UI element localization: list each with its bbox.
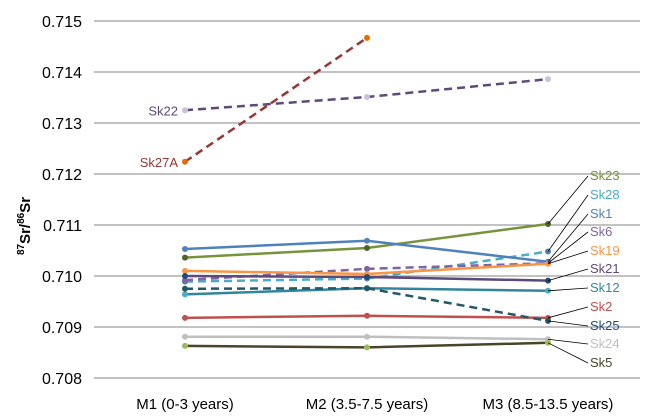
leader-line [547,175,589,225]
leader-line [547,194,589,252]
data-point [364,93,370,100]
data-point [182,107,188,114]
series-line-sk1 [184,239,549,263]
data-point [182,342,188,349]
y-tick-label: 0.711 [43,218,82,235]
leader-line [547,268,589,281]
y-tick-label: 0.713 [42,116,82,133]
data-point [364,344,370,351]
data-point [364,244,370,251]
x-tick-label: M2 (3.5-7.5 years) [306,396,429,413]
series-label: Sk24 [590,336,620,351]
data-point [182,158,188,165]
series-label: Sk23 [590,168,620,183]
leader-line [547,338,589,345]
data-point [182,267,188,274]
leader-line [547,306,589,319]
series-label: Sk28 [590,187,620,202]
data-point [364,333,370,340]
series-label: Sk21 [590,261,620,276]
series-label: Sk19 [590,243,620,258]
leader-line [547,320,589,327]
data-point [182,254,188,261]
leader-line [547,287,589,292]
series-label: Sk5 [590,355,612,370]
y-tick-label: 0.714 [42,65,82,82]
leader-line [547,213,589,262]
data-point [364,265,370,272]
data-point [364,274,370,281]
data-point [364,34,370,41]
data-point [545,76,551,83]
data-point [364,312,370,319]
y-tick-label: 0.712 [42,167,82,184]
data-point [364,285,370,292]
y-tick-label: 0.708 [42,371,82,388]
data-point [182,273,188,279]
data-point [182,291,188,298]
data-point [182,333,188,340]
data-point [182,314,188,321]
series-label: Sk25 [590,318,620,333]
data-point [182,245,188,252]
series-label: Sk2 [590,299,612,314]
y-tick-label: 0.715 [42,14,82,31]
x-tick-label: M3 (8.5-13.5 years) [483,396,614,413]
leader-line [547,231,589,264]
series-label: Sk6 [590,224,612,239]
data-point [364,237,370,244]
y-tick-label: 0.709 [42,320,82,337]
data-point [182,285,188,292]
x-tick-label: M1 (0-3 years) [136,396,234,413]
series-label: Sk27A [140,155,179,170]
y-axis-label: 87Sr/86Sr [16,197,34,255]
series-label: Sk22 [148,103,178,118]
series-line-sk27a [184,36,368,163]
series-label: Sk1 [590,206,612,221]
y-tick-label: 0.710 [42,269,82,286]
series-label: Sk12 [590,280,620,295]
leader-line [547,342,589,364]
leader-line [547,250,589,265]
